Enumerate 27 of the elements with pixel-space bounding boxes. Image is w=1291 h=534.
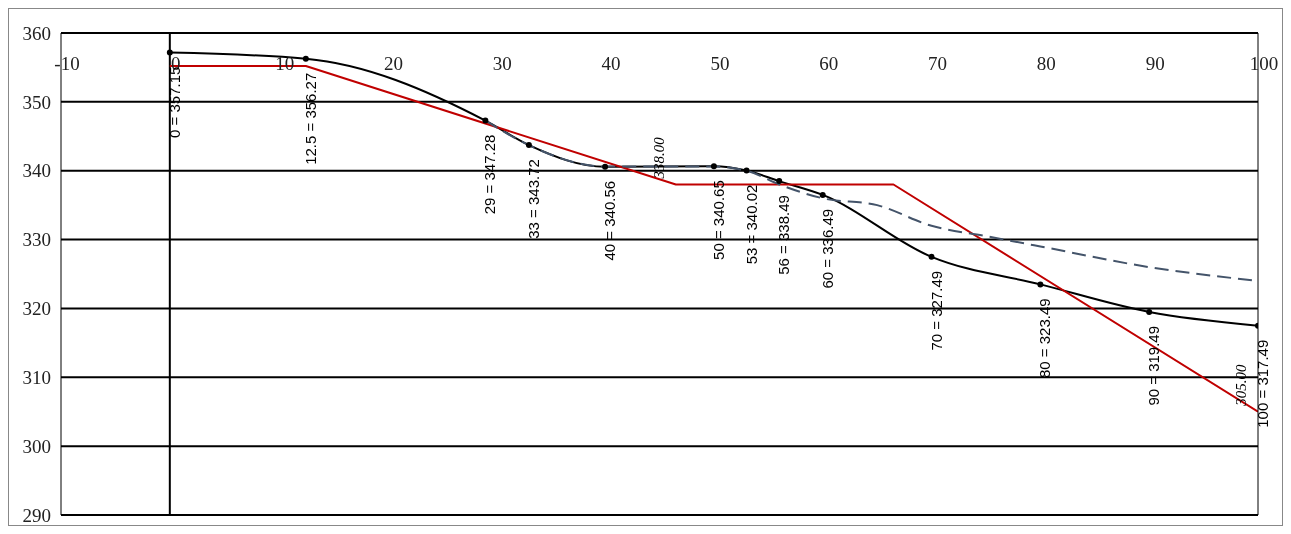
data-label: 80 = 323.49	[1036, 298, 1054, 379]
data-label: 56 = 338.49	[775, 195, 793, 275]
data-label: 12.5 = 356.27	[301, 72, 319, 165]
x-tick-label: 50	[710, 53, 730, 75]
y-tick-label: 290	[22, 504, 51, 526]
x-tick-label: 90	[1145, 53, 1165, 75]
x-tick-label: 70	[928, 53, 948, 75]
y-tick-label: 360	[22, 22, 51, 44]
x-tick-label: 60	[819, 53, 839, 75]
data-label: 305.00	[1233, 363, 1249, 407]
data-label: 29 = 347.28	[481, 134, 499, 215]
y-tick-label: 340	[22, 160, 51, 182]
x-tick-label: 20	[383, 53, 403, 75]
y-tick-label: 310	[22, 367, 51, 389]
x-tick-label: 30	[492, 53, 512, 75]
data-label: 33 = 343.72	[524, 159, 542, 239]
y-tick-label: 300	[22, 435, 51, 457]
x-tick-label: 80	[1036, 53, 1056, 75]
data-label: 60 = 336.49	[818, 208, 836, 289]
y-tick-label: 330	[22, 229, 51, 251]
y-tick-label: 320	[22, 298, 51, 320]
data-label: 40 = 340.56	[601, 180, 619, 261]
data-label: 70 = 327.49	[927, 270, 945, 351]
data-label: 100 = 317.49	[1254, 339, 1271, 428]
data-label: 50 = 340.65	[709, 180, 727, 260]
y-tick-label: 350	[22, 91, 51, 113]
x-tick-label: 40	[601, 53, 621, 75]
